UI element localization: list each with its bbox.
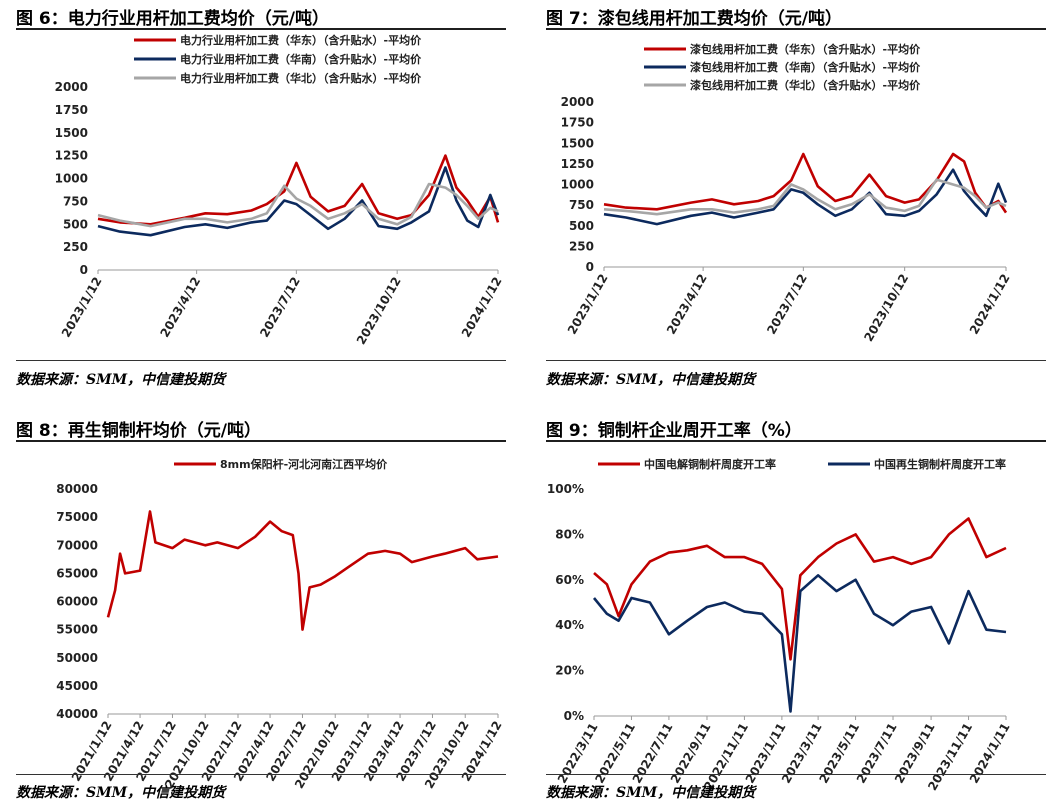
series-line-1 [603, 152, 1008, 214]
y-tick-label: 80% [555, 527, 584, 541]
x-tick-label: 2024/1/11 [967, 721, 1013, 786]
x-tick-label: 2023/1/12 [59, 275, 105, 340]
source-divider [546, 774, 1046, 775]
y-tick-label: 100% [547, 482, 584, 496]
legend-label: 漆包线用杆加工费（华东）（含升贴水）-平均价 [690, 42, 921, 56]
line-chart-9: 0%20%40%60%80%100%2022/3/112022/5/112022… [547, 457, 1013, 793]
y-tick-label: 1750 [55, 103, 88, 117]
legend-label: 中国电解铜制杆周度开工率 [644, 457, 776, 471]
y-tick-label: 70000 [56, 538, 98, 552]
legend-label: 电力行业用杆加工费（华北）（含升贴水）-平均价 [180, 71, 422, 85]
series-line-1 [97, 154, 500, 226]
data-source-note: 数据来源：SMM，中信建投期货 [546, 372, 756, 388]
title-divider [546, 28, 1046, 30]
y-tick-label: 0 [80, 263, 88, 277]
x-tick-label: 2023/1/12 [565, 272, 611, 337]
source-divider [16, 360, 506, 361]
y-tick-label: 40% [555, 618, 584, 632]
data-source-note: 数据来源：SMM，中信建投期货 [16, 372, 226, 388]
y-tick-label: 55000 [56, 623, 98, 637]
y-tick-label: 250 [569, 239, 594, 253]
series-line-1 [593, 517, 1007, 661]
data-source-note: 数据来源：SMM，中信建投期货 [16, 785, 226, 801]
x-tick-label: 2023/10/12 [861, 272, 911, 344]
source-divider [16, 774, 506, 775]
legend-label: 漆包线用杆加工费（华北）（含升贴水）-平均价 [690, 78, 921, 92]
x-tick-label: 2023/7/12 [764, 272, 810, 337]
data-source-note: 数据来源：SMM，中信建投期货 [546, 785, 756, 801]
y-tick-label: 40000 [56, 707, 98, 721]
series-line-1 [106, 510, 499, 631]
y-tick-label: 500 [63, 217, 88, 231]
y-tick-label: 500 [569, 219, 594, 233]
chart-title: 图 7：漆包线用杆加工费均价（元/吨） [546, 9, 842, 29]
x-tick-label: 2023/4/12 [664, 272, 710, 337]
chart-title: 图 6：电力行业用杆加工费均价（元/吨） [16, 9, 329, 29]
legend-label: 电力行业用杆加工费（华东）（含升贴水）-平均价 [180, 33, 422, 47]
y-tick-label: 1250 [561, 157, 594, 171]
series-line-2 [592, 574, 1007, 713]
y-tick-label: 2000 [55, 80, 88, 94]
source-divider [546, 360, 1046, 361]
chart-panel-6: 图 6：电力行业用杆加工费均价（元/吨） 0 250 500 750 1000 1250 1… [16, 0, 506, 400]
title-divider [16, 28, 506, 30]
y-tick-label: 750 [569, 198, 594, 212]
y-tick-label: 2000 [561, 95, 594, 109]
series-line-2 [97, 166, 500, 237]
title-divider [16, 440, 506, 442]
y-tick-label: 750 [63, 194, 88, 208]
title-divider [546, 440, 1046, 442]
y-tick-label: 50000 [56, 651, 98, 665]
y-tick-label: 0% [564, 709, 584, 723]
y-tick-label: 45000 [56, 679, 98, 693]
y-tick-label: 0 [586, 260, 594, 274]
chart-panel-7: 图 7：漆包线用杆加工费均价（元/吨） 0 250 500 750 1000 1250 15… [546, 0, 1046, 400]
y-tick-label: 1750 [561, 116, 594, 130]
line-chart-8: 40000 45000 50000 55000 60000 65000 70000 75000… [56, 457, 504, 791]
line-chart-7: 0 250 500 750 1000 1250 1500 1750 2000 2023/1/12 2… [561, 42, 1013, 344]
y-tick-label: 1000 [55, 172, 88, 186]
y-tick-label: 60% [555, 573, 584, 587]
chart-panel-8: 图 8：再生铜制杆均价（元/吨） 40000 45000 50000 55000 600… [16, 412, 506, 808]
chart-title: 图 8：再生铜制杆均价（元/吨） [16, 421, 261, 441]
y-tick-label: 80000 [56, 482, 98, 496]
y-tick-label: 1500 [55, 126, 88, 140]
y-tick-label: 20% [555, 664, 584, 678]
legend-label: 漆包线用杆加工费（华南）（含升贴水）-平均价 [690, 60, 921, 74]
y-tick-label: 65000 [56, 566, 98, 580]
legend-label: 8mm保阳杆-河北河南江西平均价 [220, 457, 388, 471]
y-tick-label: 1000 [561, 178, 594, 192]
y-tick-label: 1500 [561, 136, 594, 150]
y-tick-label: 1250 [55, 149, 88, 163]
legend-label: 电力行业用杆加工费（华南）（含升贴水）-平均价 [180, 52, 422, 66]
chart-title: 图 9：铜制杆企业周开工率（%） [546, 421, 802, 441]
x-tick-label: 2024/1/12 [967, 272, 1013, 337]
chart-panel-9: 图 9：铜制杆企业周开工率（%） 0% 20% 40% 60% 80% 100% 2022/… [546, 412, 1046, 808]
series-line-2 [603, 168, 1008, 226]
legend-label: 中国再生铜制杆周度开工率 [874, 457, 1006, 471]
x-tick-label: 2023/4/12 [157, 275, 203, 340]
x-tick-label: 2023/7/12 [257, 275, 303, 340]
series-line-3 [603, 178, 1007, 216]
series-line-3 [97, 182, 499, 228]
x-tick-label: 2024/1/12 [459, 275, 505, 340]
y-tick-label: 60000 [56, 595, 98, 609]
y-tick-label: 250 [63, 240, 88, 254]
line-chart-6: 0 250 500 750 1000 1250 1500 1750 2000 2023/1/12 2… [55, 33, 505, 347]
x-tick-label: 2023/10/12 [354, 275, 404, 347]
y-tick-label: 75000 [56, 510, 98, 524]
